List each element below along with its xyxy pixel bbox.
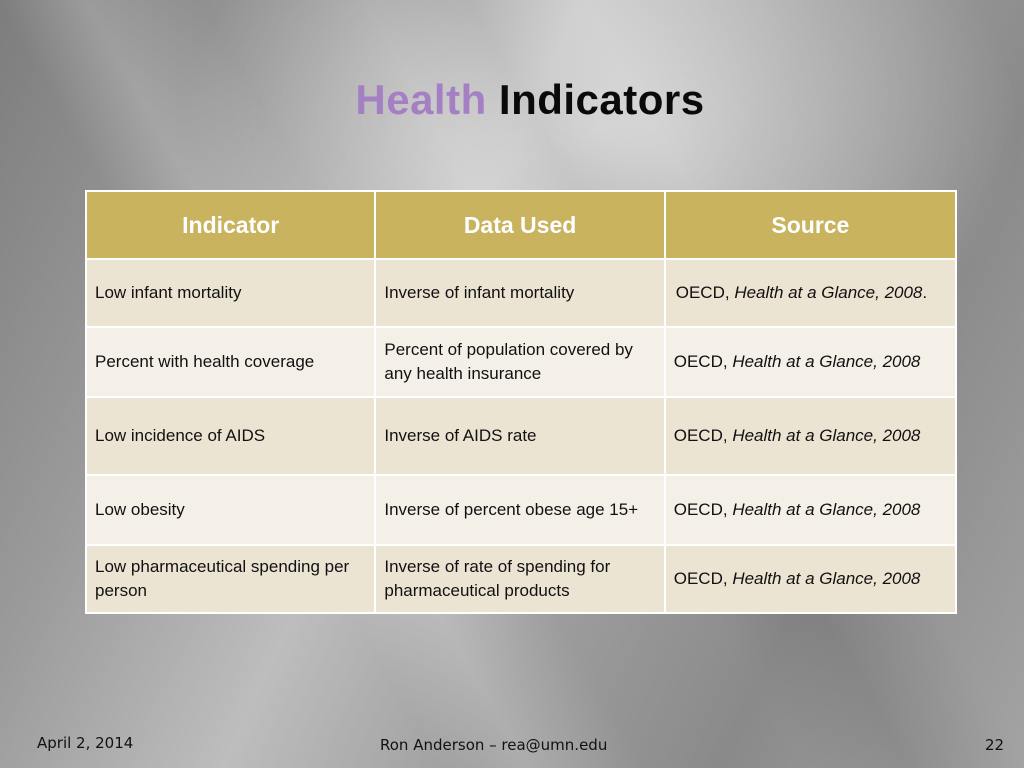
source-prefix: OECD, (673, 569, 733, 589)
cell-indicator: Low pharmaceutical spending per person (84, 544, 377, 614)
table-row: Percent with health coverage Percent of … (84, 326, 958, 398)
header-indicator: Indicator (84, 190, 377, 260)
cell-indicator: Low incidence of AIDS (84, 396, 377, 476)
source-prefix: OECD, (675, 283, 735, 303)
source-title: Health at a Glance, 2008 (732, 426, 921, 446)
source-title: Health at a Glance, 2008 (732, 352, 921, 372)
cell-data-used: Inverse of percent obese age 15+ (374, 474, 666, 546)
cell-indicator: Percent with health coverage (84, 326, 377, 398)
table-row: Low pharmaceutical spending per person I… (84, 544, 958, 614)
cell-source: OECD, Health at a Glance, 2008. (663, 258, 958, 328)
cell-data-used: Inverse of rate of spending for pharmace… (374, 544, 666, 614)
cell-data-used: Inverse of AIDS rate (374, 396, 666, 476)
cell-source: OECD, Health at a Glance, 2008 (663, 326, 958, 398)
header-data-used: Data Used (374, 190, 666, 260)
source-title: Health at a Glance, 2008 (732, 500, 921, 520)
slide-title-indicators: Indicators (498, 76, 705, 123)
source-title: Health at a Glance, 2008 (734, 283, 923, 303)
source-prefix: OECD, (673, 426, 733, 446)
source-title: Health at a Glance, 2008 (732, 569, 921, 589)
cell-data-used: Inverse of infant mortality (374, 258, 666, 328)
table-row: Low obesity Inverse of percent obese age… (84, 474, 958, 546)
cell-source: OECD, Health at a Glance, 2008 (663, 544, 958, 614)
table-row: Low infant mortality Inverse of infant m… (84, 258, 958, 328)
slide-title: Health Indicators (0, 76, 1024, 124)
cell-source: OECD, Health at a Glance, 2008 (663, 474, 958, 546)
footer-date: April 2, 2014 (37, 734, 134, 752)
footer-author: Ron Anderson – rea@umn.edu (380, 736, 608, 754)
table-header-row: Indicator Data Used Source (84, 190, 958, 260)
indicators-table: Indicator Data Used Source Low infant mo… (84, 190, 958, 614)
cell-indicator: Low infant mortality (84, 258, 377, 328)
cell-data-used: Percent of population covered by any hea… (374, 326, 666, 398)
table-row: Low incidence of AIDS Inverse of AIDS ra… (84, 396, 958, 476)
cell-indicator: Low obesity (84, 474, 377, 546)
source-suffix: . (922, 283, 928, 303)
slide-number: 22 (985, 736, 1005, 754)
header-source: Source (663, 190, 958, 260)
source-prefix: OECD, (673, 352, 733, 372)
source-prefix: OECD, (673, 500, 733, 520)
slide-title-health: Health (355, 76, 487, 123)
cell-source: OECD, Health at a Glance, 2008 (663, 396, 958, 476)
